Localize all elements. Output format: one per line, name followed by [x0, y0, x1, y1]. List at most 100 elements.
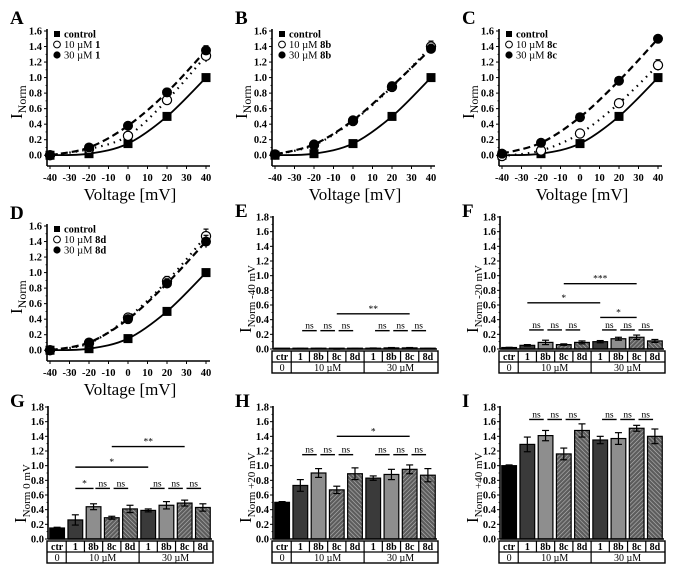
x-axis-label: Voltage [mV] — [536, 185, 629, 204]
series-line-dashed — [501, 38, 659, 155]
data-point-filled-circle — [123, 314, 133, 325]
data-point-square — [653, 73, 663, 83]
x-tick-label: -10 — [554, 173, 568, 184]
x-tick-label: -20 — [82, 368, 96, 379]
legend-name: 10 µM — [516, 40, 547, 51]
data-point-open-circle — [652, 59, 664, 71]
significance-label: * — [561, 294, 566, 304]
bar-8b — [85, 506, 102, 540]
category-label: 8c — [405, 352, 415, 363]
legend-square-icon — [54, 226, 60, 232]
y-tick-label: 1.2 — [483, 447, 496, 458]
y-tick-label: 1.2 — [256, 447, 269, 458]
bar-ctr — [49, 527, 66, 540]
data-point-filled-circle — [348, 115, 358, 126]
legend-label: 30 µM 8c — [516, 51, 557, 62]
x-tick-label: 10 — [594, 173, 605, 184]
x-tick-label: 10 — [142, 173, 153, 184]
data-point-open-circle — [122, 130, 134, 142]
category-label: 8d — [577, 352, 588, 363]
x-tick-label: 10 — [367, 173, 378, 184]
y-tick-label: 1.8 — [483, 213, 496, 224]
legend-compound: 8d — [95, 235, 106, 246]
y-tick-label: 1.6 — [483, 227, 496, 238]
y-tick-label: 0.8 — [31, 476, 44, 487]
bar-ctr — [274, 501, 291, 540]
category-label: 1 — [371, 542, 376, 553]
significance-label: ns — [117, 479, 126, 489]
y-tick-label: 0.0 — [31, 535, 44, 546]
y-tick-label: 0.8 — [483, 286, 496, 297]
bar-1 — [140, 509, 157, 540]
y-axis-label-sub: Norm — [240, 85, 254, 114]
legend-compound: 1 — [95, 40, 100, 51]
legend-name: 10 µM — [64, 235, 95, 246]
y-tick-label: 1.2 — [254, 58, 267, 69]
y-tick-label: 0.4 — [481, 120, 495, 131]
data-point-filled-circle — [653, 33, 663, 44]
legend-name: control — [64, 225, 96, 236]
significance-label: ns — [305, 446, 314, 456]
y-tick-label: 1.4 — [29, 237, 43, 248]
data-point-open-circle — [613, 98, 625, 109]
legend-label: 30 µM 8d — [64, 246, 106, 257]
category-label: 8c — [332, 542, 342, 553]
legend-filled-circle-icon — [53, 246, 61, 254]
bar-8d — [574, 429, 590, 540]
data-point-filled-circle — [201, 45, 211, 56]
y-tick-label: 0.0 — [481, 151, 494, 162]
bar-1 — [592, 439, 609, 540]
group-label: 0 — [55, 553, 60, 564]
x-tick-label: 0 — [125, 368, 130, 379]
significance-label: ns — [642, 321, 651, 331]
bar-8b — [383, 473, 400, 540]
significance-label: * — [82, 479, 87, 489]
data-point-square — [387, 111, 397, 121]
data-point-filled-circle — [45, 345, 55, 356]
x-tick-label: -20 — [534, 173, 548, 184]
y-tick-label: 0.0 — [483, 345, 496, 356]
significance-label: ns — [98, 479, 107, 489]
y-tick-label: 0.4 — [483, 315, 497, 326]
y-tick-label: 1.2 — [29, 58, 42, 69]
significance-label: ns — [550, 410, 559, 420]
y-tick-label: 1.6 — [256, 227, 269, 238]
legend-name: 30 µM — [516, 51, 547, 62]
x-tick-label: -10 — [102, 368, 116, 379]
y-tick-label: 1.0 — [254, 73, 267, 84]
bar-1 — [365, 477, 382, 540]
y-tick-label: 0.0 — [29, 151, 42, 162]
y-tick-label: 1.6 — [481, 27, 494, 38]
y-tick-label: 1.2 — [31, 447, 44, 458]
group-label: 30 µM — [614, 553, 641, 564]
data-point-open-circle — [574, 128, 586, 139]
y-tick-label: 0.6 — [481, 104, 494, 115]
panel-letter: F — [462, 201, 474, 222]
y-tick-label: 1.2 — [29, 253, 42, 264]
y-tick-label: 0.2 — [31, 520, 44, 531]
y-tick-label: 0.4 — [256, 505, 270, 516]
legend-compound: 8c — [547, 51, 557, 62]
panel-letter: H — [235, 391, 250, 412]
significance-label: ** — [368, 305, 378, 315]
category-label: 8b — [386, 542, 397, 553]
y-tick-label: 0.6 — [254, 104, 267, 115]
group-label: 30 µM — [387, 363, 414, 374]
data-point-filled-circle — [123, 120, 133, 131]
y-tick-label: 0.8 — [256, 286, 269, 297]
significance-label: ns — [323, 446, 332, 456]
significance-label: ns — [532, 321, 541, 331]
y-tick-label: 0.8 — [483, 476, 496, 487]
x-tick-label: -40 — [43, 368, 57, 379]
x-axis-label: Voltage [mV] — [84, 185, 177, 204]
y-tick-label: 0.2 — [483, 330, 496, 341]
significance-label: ns — [171, 479, 180, 489]
bar-8b — [158, 504, 175, 540]
y-axis-label: INorm -40 mV — [236, 265, 258, 333]
category-label: 8d — [198, 542, 209, 553]
y-tick-label: 1.0 — [481, 73, 494, 84]
y-tick-label: 0.4 — [483, 505, 497, 516]
group-label: 10 µM — [541, 363, 568, 374]
y-tick-label: 0.2 — [483, 520, 496, 531]
x-tick-label: 20 — [614, 173, 625, 184]
